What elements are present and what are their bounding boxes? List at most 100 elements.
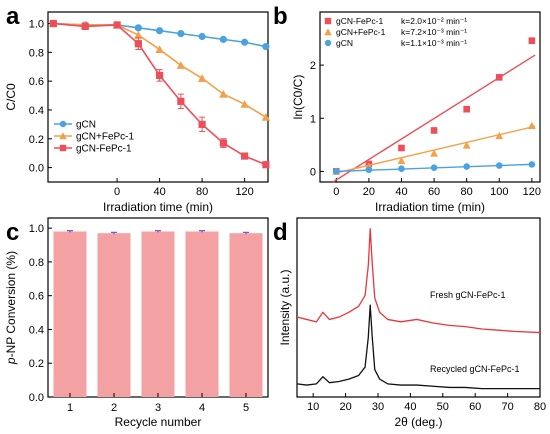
- c-x-tick-label: 1: [67, 402, 73, 414]
- a-x-axis-label: Irradiation time (min): [103, 200, 213, 214]
- a-data-point: [219, 139, 227, 147]
- b-x-tick-label: 40: [395, 186, 407, 198]
- a-data-point: [177, 97, 185, 105]
- d-x-tick-label: 80: [534, 401, 546, 413]
- b-x-tick-label: 100: [490, 186, 508, 198]
- panel-a-line-chart: 0 40 80 120 0.0 0.2 0.4 0.6 0.8 1.0 Irradiation ti…: [4, 11, 271, 214]
- b-data-point: [528, 37, 536, 44]
- b-data-point: [430, 127, 438, 134]
- panel-letter-b: b: [273, 3, 288, 30]
- d-x-tick-label: 10: [307, 401, 319, 413]
- a-y-tick-label: 1.0: [29, 19, 44, 31]
- b-data-point: [430, 164, 438, 171]
- a-data-point: [219, 89, 228, 98]
- b-legend-k-value: k=1.1×10⁻³ min⁻¹: [401, 38, 467, 48]
- a-legend-label: gCN+FePc-1: [76, 132, 135, 143]
- a-series-line: [53, 22, 267, 166]
- c-y-tick-label: 0.2: [29, 358, 44, 370]
- a-data-point: [197, 74, 207, 82]
- a-data-point: [241, 38, 249, 46]
- b-plot-frame: [319, 11, 541, 183]
- d-x-tick-label: 30: [372, 401, 384, 413]
- a-x-tick-label: 80: [196, 186, 208, 198]
- a-data-point: [49, 19, 57, 28]
- b-y-tick-label: 0: [310, 166, 316, 178]
- b-data-point: [430, 149, 438, 157]
- b-legend-k-value: k=2.0×10⁻² min⁻¹: [401, 16, 467, 26]
- a-data-point: [176, 61, 186, 69]
- d-xrd-trace: [296, 228, 541, 334]
- a-x-tick-label: 120: [235, 186, 253, 198]
- b-data-point: [398, 144, 405, 152]
- b-data-point: [365, 166, 373, 174]
- b-y-tick-label: 2: [310, 60, 316, 72]
- c-y-tick-label: 0.6: [29, 291, 44, 303]
- b-data-point: [397, 156, 406, 165]
- a-legend-marker: [59, 120, 67, 128]
- b-data-point: [462, 141, 471, 149]
- d-xrd-trace: [296, 304, 540, 390]
- a-data-point: [262, 161, 270, 169]
- a-x-tick-label: 0: [114, 186, 120, 198]
- c-bar: [229, 233, 263, 397]
- a-data-point: [155, 27, 164, 35]
- a-legend-marker: [59, 132, 67, 140]
- a-y-axis-label: C/C0: [4, 83, 18, 111]
- a-data-point: [240, 100, 249, 108]
- b-x-tick-label: 20: [363, 186, 375, 198]
- panel-letter-d: d: [273, 219, 288, 246]
- c-bar: [97, 233, 131, 397]
- b-legend-label: gCN: [336, 38, 353, 48]
- b-data-point: [398, 165, 405, 173]
- b-x-tick-label: 80: [461, 186, 473, 198]
- b-data-point: [463, 163, 470, 170]
- c-y-tick-label: 1.0: [29, 223, 44, 235]
- d-plot-frame: [296, 217, 541, 398]
- b-data-point: [332, 168, 340, 175]
- d-x-axis-label: 2θ (deg.): [394, 415, 442, 429]
- panel-c-bar-chart: 0.0 0.2 0.4 0.6 0.8 1.0 1 2 3 4 5 Recycle number p-N…: [4, 217, 269, 429]
- c-x-tick-label: 4: [199, 402, 205, 414]
- b-legend-marker: [324, 28, 332, 36]
- d-x-tick-label: 70: [501, 401, 513, 413]
- d-trace-label: Fresh gCN-FePc-1: [430, 290, 506, 300]
- a-y-tick-label: 0.8: [29, 47, 44, 59]
- a-y-tick-label: 0.0: [29, 163, 44, 175]
- b-legend-marker: [324, 39, 332, 47]
- b-legend-marker: [324, 17, 332, 25]
- b-y-axis-label: ln(C0/C): [291, 75, 305, 120]
- a-data-point: [198, 32, 206, 41]
- b-data-point: [495, 162, 503, 169]
- c-x-tick-label: 2: [111, 402, 117, 414]
- c-x-axis-label: Recycle number: [115, 415, 202, 429]
- b-x-tick-label: 0: [333, 186, 339, 198]
- c-x-tick-label: 3: [155, 402, 161, 414]
- a-y-tick-label: 0.4: [29, 105, 44, 117]
- a-y-tick-label: 0.2: [29, 134, 44, 146]
- panel-letter-a: a: [6, 3, 20, 30]
- d-y-axis-label: Intensity (a.u.): [278, 269, 292, 345]
- b-data-point: [528, 161, 536, 168]
- c-y-axis-label: p-NP Conversion (%): [4, 251, 18, 365]
- c-y-tick-label: 0.0: [29, 392, 44, 404]
- a-plot-frame: [47, 11, 269, 183]
- c-x-tick-label: 5: [243, 402, 249, 414]
- a-y-tick-label: 0.6: [29, 76, 44, 88]
- b-legend-label: gCN+FePc-1: [336, 27, 386, 37]
- b-data-point: [527, 121, 536, 129]
- panel-b-kinetics-chart: 0 20 40 60 80 100 120 0 1 2 Irradiation time (min)…: [291, 11, 541, 214]
- a-data-point: [134, 30, 143, 39]
- c-y-tick-label: 0.4: [29, 324, 44, 336]
- b-y-tick-label: 1: [310, 113, 316, 125]
- a-legend-marker: [59, 144, 67, 152]
- d-x-tick-label: 40: [404, 401, 416, 413]
- b-x-tick-label: 120: [523, 186, 541, 198]
- b-data-point: [463, 105, 470, 113]
- d-x-tick-label: 50: [437, 401, 449, 413]
- c-bar: [53, 231, 87, 397]
- c-bar: [185, 231, 219, 397]
- b-x-tick-label: 60: [428, 186, 440, 198]
- a-x-tick-label: 40: [153, 186, 165, 198]
- b-fit-line: [332, 54, 536, 183]
- a-data-point: [81, 22, 89, 31]
